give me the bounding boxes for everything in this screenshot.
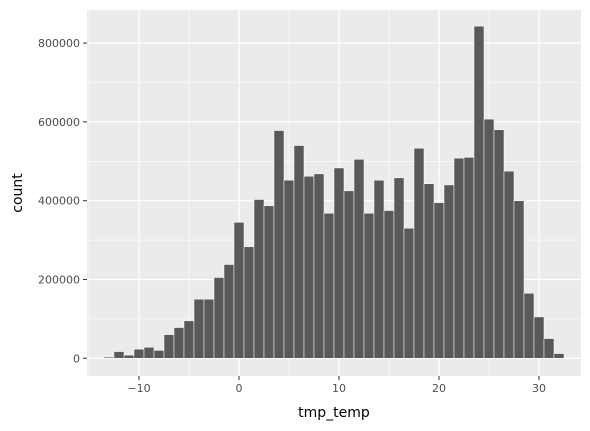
histogram-bar bbox=[243, 246, 255, 359]
histogram-bar bbox=[443, 184, 455, 359]
y-axis: 0 200000 400000 600000 800000 bbox=[38, 37, 87, 365]
y-tick-label: 600000 bbox=[38, 116, 80, 129]
histogram-bar bbox=[353, 159, 365, 359]
x-tick-label: 20 bbox=[432, 382, 446, 395]
histogram-bar bbox=[433, 202, 445, 359]
histogram-bar bbox=[163, 334, 175, 359]
histogram-bar bbox=[473, 25, 485, 359]
y-tick-label: 400000 bbox=[38, 195, 80, 208]
x-tick-label: 0 bbox=[236, 382, 243, 395]
histogram-bar bbox=[233, 222, 245, 359]
histogram-bar bbox=[543, 338, 555, 359]
histogram-bar bbox=[253, 199, 265, 359]
histogram-bar bbox=[273, 130, 285, 359]
histogram-bar bbox=[193, 298, 205, 359]
histogram-bar bbox=[283, 179, 295, 359]
y-tick-label: 200000 bbox=[38, 273, 80, 286]
histogram-bar bbox=[333, 167, 345, 359]
y-axis-title: count bbox=[10, 173, 26, 213]
histogram-bar bbox=[423, 183, 435, 359]
histogram-bar bbox=[413, 148, 425, 359]
histogram-bar bbox=[363, 213, 375, 359]
x-tick-label: −10 bbox=[127, 382, 150, 395]
histogram-bar bbox=[393, 177, 405, 359]
histogram-bar bbox=[553, 353, 565, 359]
x-tick-label: 10 bbox=[332, 382, 346, 395]
histogram-bar bbox=[203, 298, 215, 359]
histogram-bar bbox=[503, 170, 515, 359]
histogram-bar bbox=[373, 179, 385, 359]
histogram-bar bbox=[213, 277, 225, 359]
histogram-bar bbox=[463, 157, 475, 359]
x-tick-label: 30 bbox=[532, 382, 546, 395]
y-tick-label: 0 bbox=[73, 352, 80, 365]
histogram-bar bbox=[113, 351, 125, 359]
histogram-bar bbox=[483, 118, 495, 359]
histogram-bar bbox=[453, 157, 465, 359]
x-axis: −10 0 10 20 30 bbox=[127, 376, 546, 395]
histogram-bar bbox=[343, 190, 355, 359]
histogram-bar bbox=[133, 348, 145, 359]
histogram-bar bbox=[143, 346, 155, 359]
histogram-bar bbox=[513, 200, 525, 359]
histogram-bar bbox=[403, 228, 415, 359]
histogram-bar bbox=[523, 293, 535, 359]
histogram-bar bbox=[383, 210, 395, 359]
histogram-bar bbox=[223, 264, 235, 359]
histogram-bar bbox=[303, 176, 315, 359]
histogram-bar bbox=[493, 129, 505, 359]
histogram-bar bbox=[153, 350, 165, 359]
x-axis-title: tmp_temp bbox=[298, 405, 370, 421]
histogram-bar bbox=[323, 213, 335, 359]
histogram-bar bbox=[533, 316, 545, 359]
y-tick-label: 800000 bbox=[38, 37, 80, 50]
histogram-bar bbox=[183, 320, 195, 359]
histogram-bar bbox=[123, 354, 135, 359]
histogram-bar bbox=[293, 145, 305, 359]
histogram-bar bbox=[173, 327, 185, 359]
histogram-bars bbox=[103, 25, 565, 359]
histogram-bar bbox=[313, 173, 325, 359]
histogram-bar bbox=[103, 356, 115, 359]
histogram-bar bbox=[263, 205, 275, 359]
